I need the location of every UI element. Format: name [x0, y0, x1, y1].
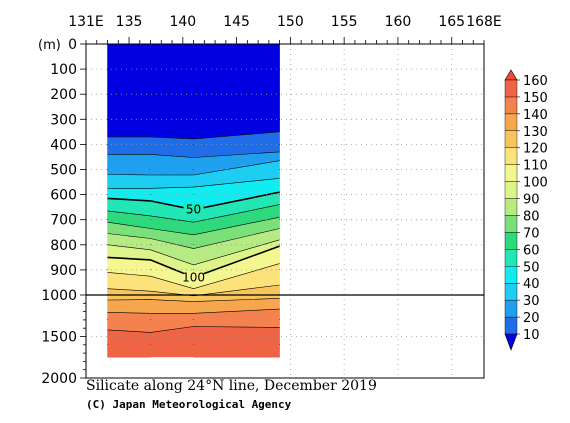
colorbar-swatch-2 — [504, 299, 518, 318]
colorbar-swatch-4 — [504, 266, 518, 284]
contour-label-50: 50 — [186, 203, 201, 217]
y-tick-label-0: 0 — [68, 37, 77, 53]
colorbar-swatch-14 — [504, 96, 518, 115]
colorbar-swatch-15 — [504, 79, 518, 98]
colorbar-swatch-13 — [504, 113, 518, 132]
colorbar-swatch-6 — [504, 232, 518, 250]
colorbar-swatch-1 — [504, 316, 518, 335]
contour-100 — [107, 245, 280, 279]
axes: 131E 135 140 145 150 155 160 165 168E 0 100 200 300 4… — [41, 14, 501, 387]
colorbar-swatch-7 — [504, 215, 518, 233]
colorbar-label-30: 30 — [523, 294, 540, 309]
colorbar-label-50: 50 — [523, 260, 540, 275]
colorbar-label-110: 110 — [523, 159, 548, 174]
colorbar-label-80: 80 — [523, 209, 540, 224]
colorbar-extend-top — [504, 69, 518, 81]
contour-10 — [107, 131, 280, 140]
contour-50 — [107, 191, 280, 211]
contour-lines: 50 100 — [107, 131, 280, 333]
contour-60 — [107, 204, 280, 223]
contour-110 — [107, 263, 280, 290]
y-tick-label-2000: 2000 — [41, 371, 77, 387]
x-tick-label-131: 131E — [68, 14, 104, 30]
colorbar-label-130: 130 — [523, 125, 548, 140]
depth-unit-label: (m) — [38, 38, 61, 53]
colorbar-label-150: 150 — [523, 91, 548, 106]
y-tick-label-300: 300 — [50, 112, 77, 128]
grid-dots — [86, 44, 484, 378]
colorbar-swatch-8 — [504, 198, 518, 216]
colorbar-swatch-3 — [504, 283, 518, 301]
x-tick-label-150: 150 — [277, 14, 304, 30]
colorbar-swatch-5 — [504, 249, 518, 267]
y-tick-label-400: 400 — [50, 137, 77, 153]
contour-150 — [107, 326, 280, 333]
y-tick-label-900: 900 — [50, 263, 77, 279]
colorbar-label-20: 20 — [523, 311, 540, 326]
contour-label-bg-100 — [183, 271, 204, 284]
colorbar-label-40: 40 — [523, 277, 540, 292]
x-tick-label-145: 145 — [223, 14, 250, 30]
colorbar-label-70: 70 — [523, 226, 540, 241]
y-tick-label-1500: 1500 — [41, 330, 77, 346]
colorbar-label-100: 100 — [523, 176, 548, 191]
y-tick-label-500: 500 — [50, 163, 77, 179]
y-tick-label-800: 800 — [50, 238, 77, 254]
x-tick-label-165: 165 — [438, 14, 465, 30]
contour-40 — [107, 178, 280, 189]
contour-20 — [107, 151, 280, 158]
colorbar-label-10: 10 — [523, 328, 540, 343]
x-tick-label-168: 168E — [466, 14, 502, 30]
colorbar-swatch-11 — [504, 147, 518, 165]
contour-30 — [107, 160, 280, 176]
colorbar-swatch-9 — [504, 181, 518, 199]
contour-70 — [107, 216, 280, 236]
colorbar-label-140: 140 — [523, 108, 548, 123]
colorbar-swatch-10 — [504, 164, 518, 182]
plot-frame — [85, 43, 485, 379]
contour-140 — [107, 308, 280, 314]
contour-label-100: 100 — [182, 270, 205, 284]
y-tick-label-700: 700 — [50, 213, 77, 229]
chart-title: Silicate along 24°N line, December 2019 — [86, 378, 377, 394]
x-tick-label-140: 140 — [169, 14, 196, 30]
y-tick-label-1000: 1000 — [41, 288, 77, 304]
fill-band-below-10 — [107, 44, 280, 140]
colorbar-label-90: 90 — [523, 193, 540, 208]
colorbar-extend-bottom — [504, 333, 518, 351]
y-tick-label-600: 600 — [50, 188, 77, 204]
colorbar-label-60: 60 — [523, 243, 540, 258]
chart-credit: (C) Japan Meteorological Agency — [86, 398, 292, 411]
no-data-gap — [150, 357, 194, 378]
x-tick-label-135: 135 — [116, 14, 143, 30]
colorbar-swatch-12 — [504, 130, 518, 148]
contour-130 — [107, 298, 280, 302]
contour-80 — [107, 228, 280, 249]
contour-label-bg-50 — [183, 203, 204, 216]
y-tick-label-200: 200 — [50, 87, 77, 103]
y-tick-label-100: 100 — [50, 62, 77, 78]
colorbar-label-160: 160 — [523, 74, 548, 89]
colorbar-label-120: 120 — [523, 142, 548, 157]
x-tick-label-160: 160 — [385, 14, 412, 30]
contour-90 — [107, 239, 280, 266]
x-tick-label-155: 155 — [331, 14, 358, 30]
contour-120 — [107, 284, 280, 297]
